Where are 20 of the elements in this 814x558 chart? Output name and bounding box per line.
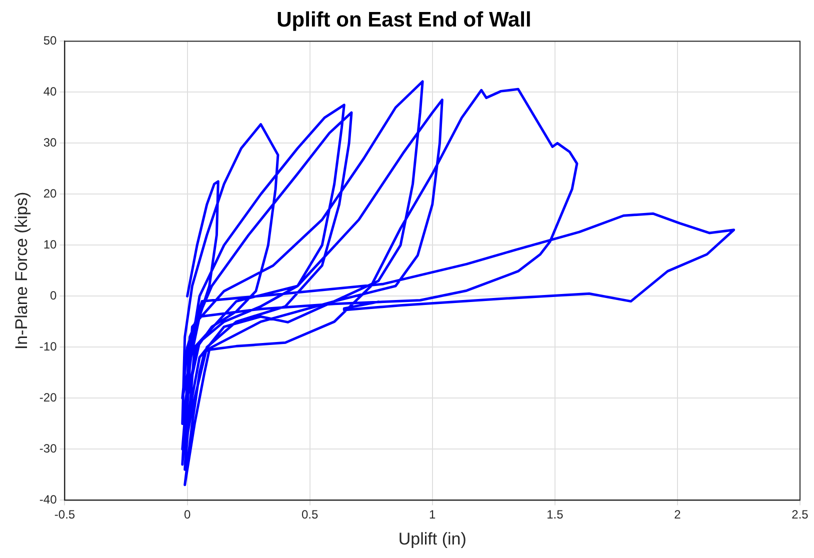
y-tick-label: 10 [43, 238, 58, 252]
y-tick-label: 0 [50, 288, 58, 303]
y-tick-label: 30 [43, 136, 58, 150]
x-tick-label: -0.5 [54, 508, 76, 522]
x-axis-title: Uplift (in) [398, 529, 466, 548]
y-tick-label: -40 [39, 492, 58, 507]
x-tick-label: 0.5 [301, 508, 318, 522]
y-tick-label: 20 [43, 186, 58, 201]
y-tick-label: 50 [43, 34, 58, 48]
y-tick-label: 40 [43, 84, 58, 99]
y-tick-label: -30 [39, 442, 58, 456]
y-tick-label: -20 [39, 390, 58, 405]
x-tick-label: 2.5 [792, 508, 809, 522]
chart-title: Uplift on East End of Wall [276, 8, 532, 32]
x-tick-label: 2 [674, 508, 682, 522]
x-tick-label: 0 [184, 508, 191, 522]
y-axis-title: In-Plane Force (kips) [12, 192, 31, 350]
x-tick-label: 1.5 [546, 508, 564, 522]
x-tick-label: 1 [429, 508, 436, 522]
y-tick-label: -10 [39, 340, 58, 354]
